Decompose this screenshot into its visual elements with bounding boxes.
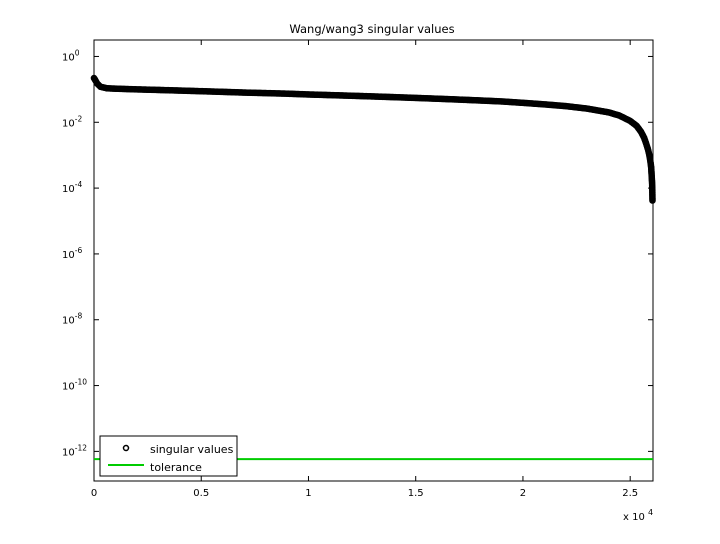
y-tick-label-base: 10: [62, 447, 75, 458]
x-multiplier-base: x 10: [623, 512, 645, 523]
singular-value-point: [649, 197, 656, 204]
y-tick-label: 10-6: [62, 246, 82, 261]
x-multiplier: x 10 4: [623, 508, 653, 523]
y-tick-label-exponent: -6: [75, 246, 83, 255]
legend-box: [99, 435, 238, 477]
x-tick-label: 2: [520, 488, 526, 499]
x-tick-label: 1.5: [408, 488, 424, 499]
legend-label-tolerance: tolerance: [150, 461, 202, 474]
legend-marker-singular-values: [122, 444, 130, 452]
y-tick-label-base: 10: [62, 52, 75, 63]
y-tick-label-exponent: -4: [75, 180, 83, 189]
y-tick-label: 10-4: [62, 180, 82, 195]
y-tick-label-base: 10: [62, 184, 75, 195]
plot-area: [93, 39, 654, 482]
y-tick-label: 100: [62, 48, 80, 63]
y-tick-label: 10-2: [62, 114, 82, 129]
legend-label-singular-values: singular values: [150, 443, 234, 456]
x-tick-label: 2.5: [622, 488, 638, 499]
y-tick-label-base: 10: [62, 118, 75, 129]
x-axis-ticks: 0 0.5 1 1.5 2 2.5: [91, 40, 638, 499]
x-tick-label: 0.5: [193, 488, 209, 499]
y-tick-label-exponent: 0: [75, 48, 80, 57]
y-tick-label-exponent: -8: [75, 312, 83, 321]
y-tick-label-base: 10: [62, 316, 75, 327]
y-tick-label-base: 10: [62, 250, 75, 261]
y-tick-label: 10-12: [62, 443, 87, 458]
y-tick-label-exponent: -10: [75, 378, 87, 387]
y-tick-label: 10-8: [62, 312, 82, 327]
x-tick-label: 1: [305, 488, 311, 499]
data-marks: [90, 74, 656, 461]
legend: singular values tolerance: [99, 435, 238, 477]
y-tick-label-exponent: -12: [75, 443, 87, 452]
y-tick-label-base: 10: [62, 382, 75, 393]
x-multiplier-exponent: 4: [648, 508, 653, 517]
y-tick-label-exponent: -2: [75, 114, 83, 123]
y-tick-label: 10-10: [62, 378, 87, 393]
chart-title: Wang/wang3 singular values: [289, 22, 454, 36]
x-tick-label: 0: [91, 488, 97, 499]
